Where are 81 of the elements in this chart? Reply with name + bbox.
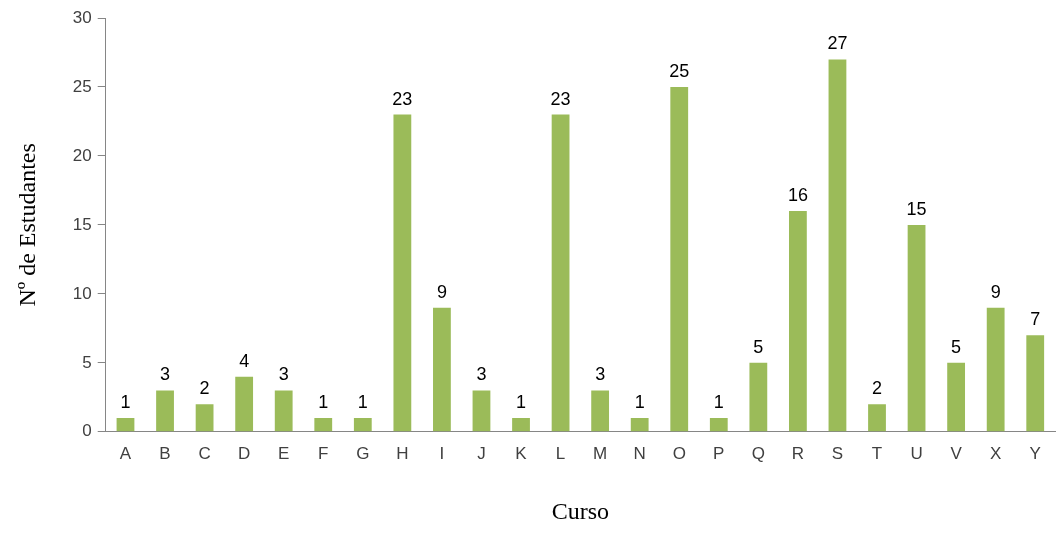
data-label: 1 <box>120 391 131 412</box>
x-tick-label: C <box>198 443 211 463</box>
data-label: 5 <box>753 336 764 357</box>
data-label: 2 <box>872 378 883 399</box>
x-tick-label: H <box>396 443 409 463</box>
x-tick-label: I <box>439 443 445 463</box>
data-label: 27 <box>827 33 848 54</box>
data-label: 2 <box>199 378 210 399</box>
data-label: 25 <box>669 60 690 81</box>
data-label: 1 <box>516 391 527 412</box>
y-tick-label: 5 <box>82 352 92 372</box>
data-label: 23 <box>550 88 571 109</box>
x-tick-label: E <box>278 443 290 463</box>
y-tick-label: 25 <box>72 76 92 96</box>
bar <box>274 390 293 432</box>
x-tick-label: K <box>515 443 528 463</box>
data-label: 1 <box>318 391 329 412</box>
x-tick-label: J <box>477 443 486 463</box>
x-tick-label: R <box>791 443 805 463</box>
data-label: 23 <box>392 88 413 109</box>
y-tick-label: 15 <box>72 214 92 234</box>
data-label: 4 <box>239 350 250 371</box>
x-tick-label: U <box>910 443 923 463</box>
bar <box>947 362 966 432</box>
x-tick-label: V <box>950 443 963 463</box>
bar <box>789 211 807 432</box>
data-label: 16 <box>787 185 808 206</box>
bar <box>986 307 1005 432</box>
x-tick-label: O <box>672 443 686 463</box>
data-label: 1 <box>713 391 724 412</box>
x-tick-label: M <box>593 443 608 463</box>
bar <box>907 224 926 432</box>
y-tick-label: 0 <box>82 421 92 441</box>
x-tick-label: P <box>713 443 725 463</box>
bar <box>195 404 214 432</box>
x-tick-label: T <box>871 443 883 463</box>
x-tick-label: L <box>555 443 566 463</box>
bar <box>591 390 610 432</box>
x-tick-label: Q <box>751 443 765 463</box>
x-tick-label: F <box>318 443 329 463</box>
bar <box>235 376 254 432</box>
bar <box>433 307 451 432</box>
bar <box>512 418 530 432</box>
data-label: 1 <box>357 391 368 412</box>
y-tick-label: 30 <box>72 7 92 27</box>
x-tick-label: B <box>159 443 171 463</box>
x-tick-label: N <box>633 443 646 463</box>
bar <box>393 114 412 432</box>
y-tick-label: 10 <box>72 283 92 303</box>
data-label: 9 <box>990 281 1001 302</box>
x-tick-label: G <box>356 443 370 463</box>
data-label: 3 <box>160 364 171 385</box>
bar <box>670 86 689 432</box>
x-tick-label: A <box>119 443 132 463</box>
bar <box>868 404 886 432</box>
data-label: 15 <box>906 198 927 219</box>
bar <box>749 362 768 432</box>
bar <box>314 418 333 432</box>
data-label: 1 <box>634 391 645 412</box>
bar <box>116 418 135 432</box>
data-label: 3 <box>476 364 487 385</box>
data-label: 3 <box>595 364 606 385</box>
x-tick-label: Y <box>1029 443 1041 463</box>
bar <box>630 418 649 432</box>
data-label: 7 <box>1030 309 1041 330</box>
bar <box>828 59 847 432</box>
y-axis-title: Nº de Estudantes <box>13 143 40 307</box>
bar <box>156 390 174 432</box>
data-label: 9 <box>436 281 447 302</box>
y-tick-label: 20 <box>72 145 92 165</box>
bar <box>472 390 491 432</box>
x-axis-title: Curso <box>551 497 610 524</box>
bar <box>551 114 570 432</box>
x-tick-label: D <box>238 443 251 463</box>
bar <box>1026 335 1045 432</box>
x-tick-label: X <box>990 443 1002 463</box>
x-tick-label: S <box>831 443 844 463</box>
bar <box>353 418 372 432</box>
data-label: 3 <box>278 364 289 385</box>
data-label: 5 <box>951 336 962 357</box>
bar <box>709 418 728 432</box>
